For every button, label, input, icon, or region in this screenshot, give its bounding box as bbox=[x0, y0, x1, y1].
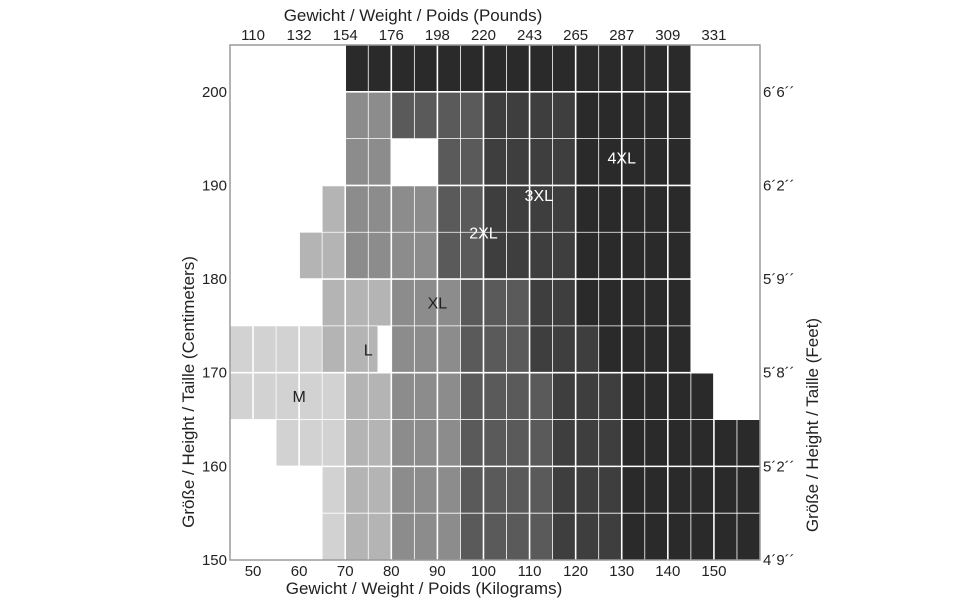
y-tick-cm: 200 bbox=[202, 84, 227, 101]
x-tick-kg: 150 bbox=[701, 563, 726, 580]
bottom-axis-title: Gewicht / Weight / Poids (Kilograms) bbox=[286, 579, 563, 598]
y-tick-ft: 5´9´´ bbox=[763, 271, 795, 288]
top-axis-title: Gewicht / Weight / Poids (Pounds) bbox=[284, 6, 543, 25]
size-label-3xl: 3XL bbox=[525, 188, 554, 205]
x-tick-kg: 50 bbox=[245, 563, 262, 580]
size-cell-4xl bbox=[345, 45, 691, 92]
y-tick-ft: 5´2´´ bbox=[763, 458, 795, 475]
y-tick-ft: 4´9´´ bbox=[763, 552, 795, 569]
x-tick-lb: 243 bbox=[517, 27, 542, 44]
x-tick-kg: 100 bbox=[471, 563, 496, 580]
y-tick-ft: 5´8´´ bbox=[763, 365, 795, 382]
x-tick-kg: 110 bbox=[518, 563, 542, 580]
x-tick-lb: 331 bbox=[701, 27, 726, 44]
size-label-2xl: 2XL bbox=[469, 225, 498, 242]
x-tick-kg: 90 bbox=[429, 563, 446, 580]
size-label-xl: XL bbox=[428, 296, 448, 313]
y-tick-cm: 170 bbox=[202, 365, 227, 382]
y-tick-cm: 160 bbox=[202, 458, 227, 475]
size-cell-l bbox=[299, 232, 323, 280]
x-tick-lb: 176 bbox=[379, 27, 404, 44]
x-tick-lb: 309 bbox=[655, 27, 680, 44]
x-tick-lb: 110 bbox=[241, 27, 265, 44]
x-tick-kg: 120 bbox=[563, 563, 588, 580]
y-tick-ft: 6´2´´ bbox=[763, 177, 795, 194]
size-label-4xl: 4XL bbox=[608, 150, 637, 167]
x-tick-lb: 220 bbox=[471, 27, 496, 44]
x-tick-lb: 287 bbox=[609, 27, 634, 44]
x-tick-lb: 198 bbox=[425, 27, 450, 44]
size-label-m: M bbox=[292, 389, 305, 406]
x-tick-kg: 80 bbox=[383, 563, 400, 580]
left-axis-title: Größe / Height / Taille (Centimeters) bbox=[179, 256, 198, 528]
x-tick-kg: 70 bbox=[337, 563, 354, 580]
x-tick-kg: 140 bbox=[655, 563, 680, 580]
y-tick-ft: 6´6´´ bbox=[763, 84, 795, 101]
x-tick-kg: 60 bbox=[291, 563, 308, 580]
y-tick-cm: 180 bbox=[202, 271, 227, 288]
size-cell-l bbox=[322, 279, 392, 326]
size-labels: M L XL 2XL 3XL 4XL bbox=[292, 150, 636, 406]
size-cell-4xl bbox=[575, 185, 691, 326]
y-tick-cm: 150 bbox=[202, 552, 227, 569]
x-tick-lb: 132 bbox=[287, 27, 312, 44]
axis-ticks: 50 60 70 80 90 100 110 120 130 140 150 110 132 154 176… bbox=[202, 27, 795, 580]
x-tick-kg: 130 bbox=[609, 563, 634, 580]
size-regions bbox=[230, 45, 760, 560]
x-tick-lb: 154 bbox=[333, 27, 358, 44]
right-axis-title: Größe / Height / Taille (Feet) bbox=[803, 318, 822, 532]
x-tick-lb: 265 bbox=[563, 27, 588, 44]
grid-lines bbox=[230, 45, 760, 560]
size-cell-m bbox=[276, 419, 346, 467]
size-label-l: L bbox=[364, 342, 373, 359]
y-tick-cm: 190 bbox=[202, 177, 227, 194]
plot-frame bbox=[229, 44, 761, 561]
